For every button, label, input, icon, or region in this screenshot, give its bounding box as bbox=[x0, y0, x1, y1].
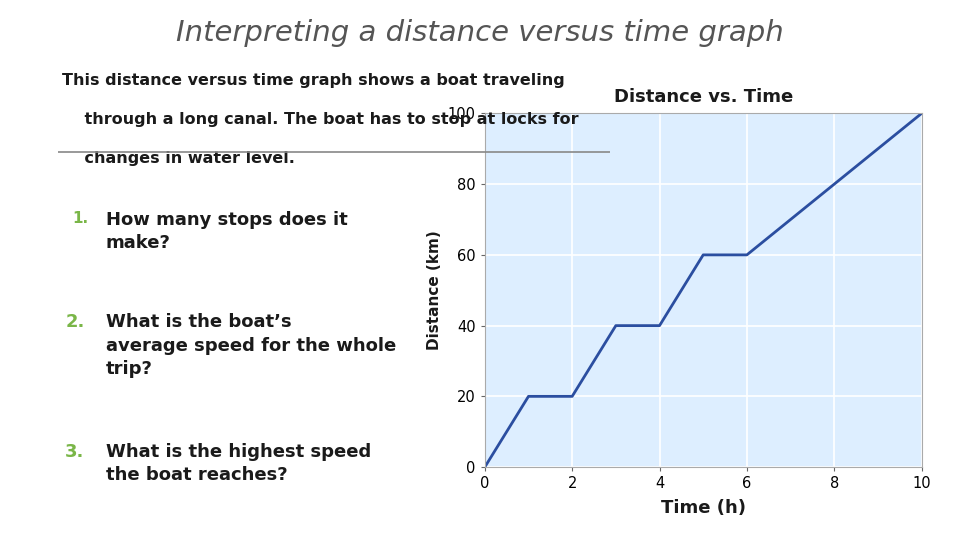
Text: This distance versus time graph shows a boat traveling: This distance versus time graph shows a … bbox=[62, 73, 565, 88]
Text: What is the boat’s
average speed for the whole
trip?: What is the boat’s average speed for the… bbox=[106, 313, 396, 379]
Y-axis label: Distance (km): Distance (km) bbox=[427, 231, 443, 350]
Text: Interpreting a distance versus time graph: Interpreting a distance versus time grap… bbox=[176, 19, 784, 47]
Text: through a long canal. The boat has to stop at locks for: through a long canal. The boat has to st… bbox=[62, 112, 579, 127]
Text: 1.: 1. bbox=[72, 211, 88, 226]
Text: 2.: 2. bbox=[65, 313, 84, 331]
Title: Distance vs. Time: Distance vs. Time bbox=[613, 88, 793, 106]
X-axis label: Time (h): Time (h) bbox=[660, 500, 746, 517]
Text: 3.: 3. bbox=[65, 443, 84, 461]
Text: What is the highest speed
the boat reaches?: What is the highest speed the boat reach… bbox=[106, 443, 371, 484]
Text: How many stops does it
make?: How many stops does it make? bbox=[106, 211, 348, 252]
Text: changes in water level.: changes in water level. bbox=[62, 151, 296, 166]
